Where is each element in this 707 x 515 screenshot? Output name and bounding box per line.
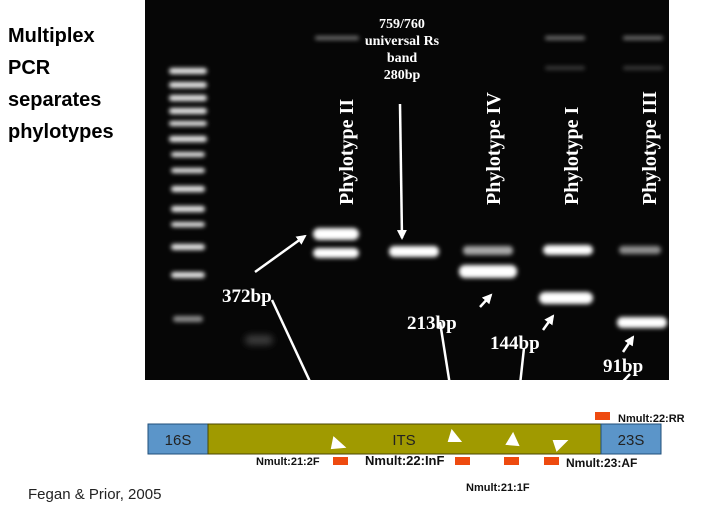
title-line: phylotypes [8,121,114,143]
lane-phylotype-i-bands [539,245,593,304]
label-its: ITS [392,432,415,449]
primer-label-21-1f: Nmult:21:1F [466,482,530,494]
label-16s: 16S [165,432,192,449]
lane-phylotype-ii-bands [313,228,359,258]
title-line: PCR [8,57,51,79]
primer-label-21-2f: Nmult:21:2F [256,456,320,468]
ladder-lane [169,68,207,322]
label-23s: 23S [618,432,645,449]
universal-label-line2: universal Rs [365,34,440,49]
primer-label-22-rr: Nmult:22:RR [618,413,685,425]
gel-wells [315,36,663,70]
size-label-372: 372bp [222,286,272,307]
label-phylotype-i: Phylotype I [561,106,583,205]
primer-label-22-inf: Nmult:22:InF [365,453,445,468]
universal-label-line1: 759/760 [379,17,425,32]
lane-phylotype-iii-bands [617,246,667,328]
citation: Fegan & Prior, 2005 [28,486,162,503]
faint-band [245,335,273,345]
primer-label-23-af: Nmult:23:AF [566,456,637,470]
lane-universal-band [389,246,439,257]
label-phylotype-ii: Phylotype II [336,99,358,205]
primer-markers [333,412,610,465]
size-label-91: 91bp [603,356,643,377]
segment-23s [600,423,662,455]
label-phylotype-iv: Phylotype IV [483,92,505,205]
slide-title: Multiplex PCR separates phylotypes [8,20,114,148]
title-line: Multiplex [8,25,95,47]
label-phylotype-iii: Phylotype III [639,91,661,205]
gel-image: Phylotype II Phylotype IV Phylotype I Ph… [145,0,669,380]
gel-arrows [254,103,635,353]
lane-phylotype-iv-bands [459,246,517,278]
universal-label-line4: 280bp [384,68,421,83]
title-line: separates [8,89,102,111]
universal-label-line3: band [387,51,418,66]
segment-16s [147,423,209,455]
size-label-144: 144bp [490,333,540,354]
map-arrows [330,428,569,452]
